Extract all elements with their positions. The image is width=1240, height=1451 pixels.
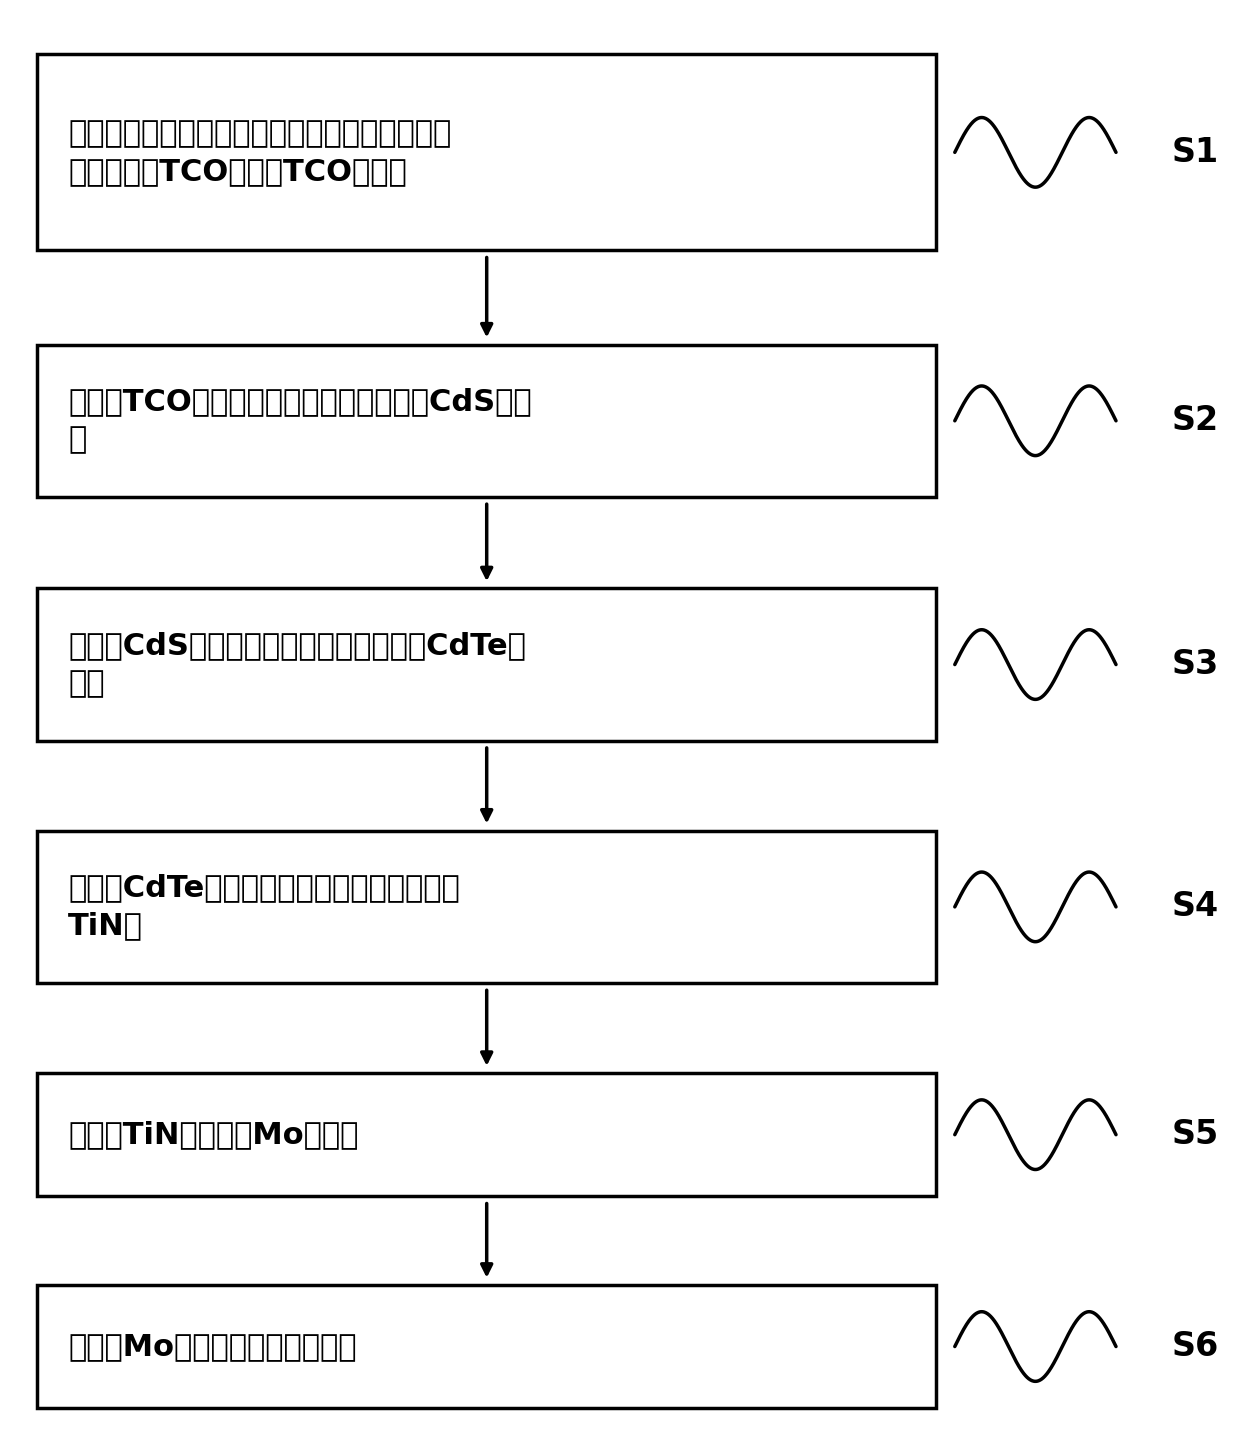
Text: 在所述TCO薄膜层上用近空间升华法沉积CdS薄膜
层: 在所述TCO薄膜层上用近空间升华法沉积CdS薄膜 层	[68, 387, 532, 454]
Text: 在所述CdTe薄膜层上用直流磁控溅射法沉积
TiN层: 在所述CdTe薄膜层上用直流磁控溅射法沉积 TiN层	[68, 874, 460, 940]
Text: 提供一衬底玻璃层，在所述衬底玻璃层上用磁控
溅射法沉积TCO，得到TCO薄膜层: 提供一衬底玻璃层，在所述衬底玻璃层上用磁控 溅射法沉积TCO，得到TCO薄膜层	[68, 119, 451, 186]
Text: S6: S6	[1172, 1331, 1219, 1362]
FancyBboxPatch shape	[37, 54, 936, 250]
Text: S1: S1	[1172, 136, 1219, 168]
FancyBboxPatch shape	[37, 1074, 936, 1196]
Text: 在所述TiN层上沉积Mo电极层: 在所述TiN层上沉积Mo电极层	[68, 1120, 358, 1149]
Text: S4: S4	[1172, 891, 1219, 923]
Text: S5: S5	[1172, 1119, 1219, 1151]
Text: 在所述Mo电极层上设置背板玻璃: 在所述Mo电极层上设置背板玻璃	[68, 1332, 357, 1361]
Text: 在所述CdS薄膜层上用近空间升华法沉积CdTe薄
膜层: 在所述CdS薄膜层上用近空间升华法沉积CdTe薄 膜层	[68, 631, 526, 698]
Text: S2: S2	[1172, 405, 1219, 437]
FancyBboxPatch shape	[37, 344, 936, 496]
FancyBboxPatch shape	[37, 1286, 936, 1407]
FancyBboxPatch shape	[37, 830, 936, 984]
Text: S3: S3	[1172, 649, 1219, 681]
FancyBboxPatch shape	[37, 589, 936, 740]
